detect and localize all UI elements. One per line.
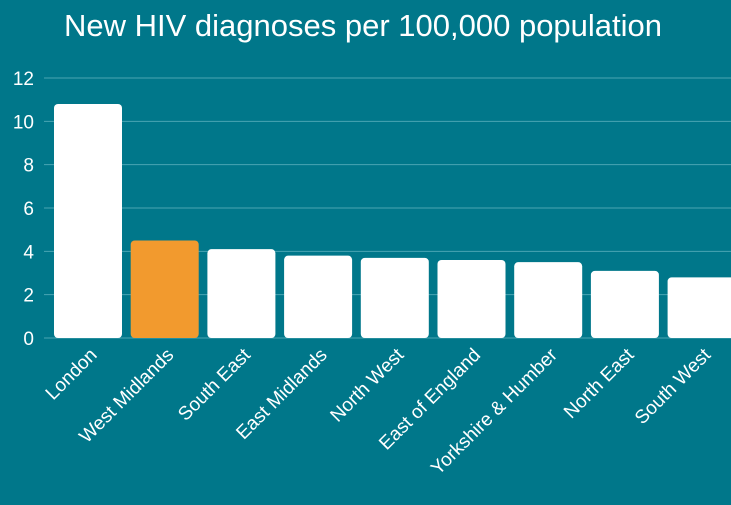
y-tick-label-0: 0 [23,329,34,350]
bar-east-of-england [437,260,506,338]
bar-south-east [207,249,276,338]
x-tick-label-0: London [42,345,102,405]
x-tick-label-6: Yorkshire & Humber [427,344,562,479]
y-axis-ticks: 0 2 4 6 8 10 12 [13,69,35,350]
y-tick-label-3: 6 [23,199,34,220]
bar-london [54,104,122,338]
bar-west-midlands [130,240,199,338]
bar-east-midlands [284,255,353,338]
x-tick-label-4: North West [327,344,409,426]
x-tick-label-8: South West [631,344,716,429]
bars [54,104,731,338]
y-tick-label-1: 2 [23,286,34,307]
bar-north-east [590,270,659,338]
y-tick-label-2: 4 [23,242,34,263]
bar-south-west [667,277,731,338]
y-tick-label-6: 12 [13,69,34,90]
bar-yorkshire-humber [514,262,583,338]
y-tick-label-4: 8 [23,156,34,177]
x-tick-label-7: North East [560,344,639,423]
y-tick-label-5: 10 [13,112,34,133]
x-tick-label-2: South East [174,344,255,425]
chart-title: New HIV diagnoses per 100,000 population [64,8,663,43]
bar-north-west [360,257,429,338]
